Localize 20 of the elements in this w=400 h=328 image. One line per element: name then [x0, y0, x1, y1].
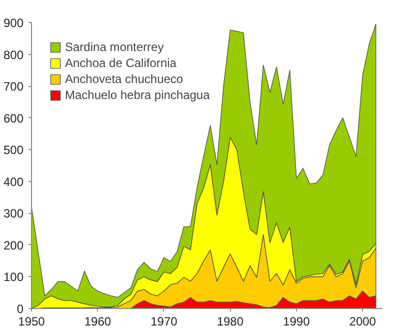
- y-tick-label: 700: [3, 80, 24, 94]
- x-tick-label: 1990: [283, 314, 310, 328]
- x-tick-label: 1950: [18, 314, 46, 328]
- x-tick-label: 1970: [150, 314, 178, 328]
- y-tick-label: 800: [3, 48, 24, 62]
- x-tick-label: 1980: [216, 314, 244, 328]
- y-tick-label: 500: [3, 143, 24, 158]
- legend-label: Anchoveta chuchueco: [65, 72, 184, 86]
- legend-label: Sardina monterrey: [65, 40, 164, 54]
- y-tick-label: 600: [3, 111, 24, 126]
- legend-label: Anchoa de California: [65, 56, 176, 70]
- legend-label: Machuelo hebra pinchagua: [65, 88, 210, 102]
- x-tick-label: 1960: [84, 314, 112, 328]
- y-tick-label: 200: [3, 238, 24, 252]
- y-tick-label: 0: [16, 302, 24, 316]
- y-tick-label: 100: [3, 270, 24, 284]
- y-tick-label: 900: [3, 16, 24, 30]
- y-tick-label: 300: [3, 206, 24, 221]
- x-tick-label: 2000: [349, 314, 376, 328]
- y-tick-label: 400: [3, 174, 24, 189]
